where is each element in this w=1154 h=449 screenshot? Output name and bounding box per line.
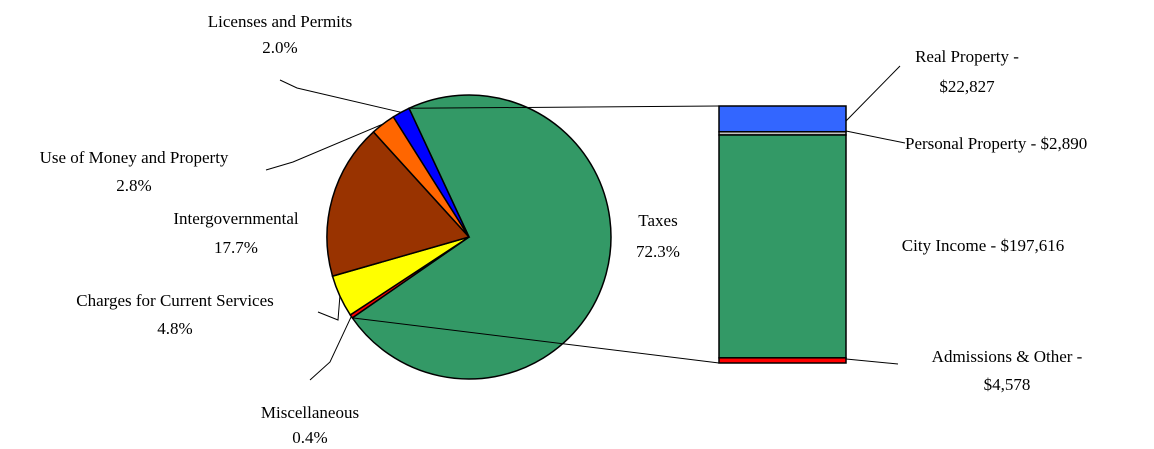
- pie-label-charges-for-current-services: Charges for Current Services: [76, 291, 274, 310]
- pie-pct-intergovernmental: 17.7%: [214, 238, 258, 257]
- bar-segment-city-income-197-616: [718, 134, 847, 359]
- bar-label-admissions-other-4-578-line1: Admissions & Other -: [932, 347, 1083, 366]
- pie-pct-miscellaneous: 0.4%: [292, 428, 327, 447]
- bar-leader-real-property-22-827: [845, 65, 901, 122]
- pie-label-taxes: Taxes: [638, 211, 677, 230]
- pie-label-licenses-and-permits: Licenses and Permits: [208, 12, 352, 31]
- bar-leader-personal-property-2-890: [845, 130, 906, 144]
- pie-leader-use-of-money-and-property: [265, 123, 384, 171]
- pie-label-miscellaneous: Miscellaneous: [261, 403, 359, 422]
- connector-bottom: [352, 317, 720, 364]
- connector-top: [408, 105, 720, 109]
- bar-label-personal-property-2-890: Personal Property - $2,890: [905, 134, 1087, 153]
- bar-leader-admissions-other-4-578: [845, 358, 899, 365]
- pie-slice-intergovernmental: [326, 130, 471, 278]
- bar-label-real-property-22-827-line1: Real Property -: [915, 47, 1019, 66]
- pie-slice-taxes: [351, 94, 612, 380]
- bar-label-real-property-22-827-line2: $22,827: [939, 77, 995, 96]
- pie-label-use-of-money-and-property: Use of Money and Property: [40, 148, 229, 167]
- pie-pct-taxes: 72.3%: [636, 242, 680, 261]
- pie-pct-use-of-money-and-property: 2.8%: [116, 176, 151, 195]
- pie-pct-charges-for-current-services: 4.8%: [157, 319, 192, 338]
- pie-leader-miscellaneous: [309, 316, 352, 381]
- pie-slice-licenses-and-permits: [392, 107, 470, 238]
- pie-label-intergovernmental: Intergovernmental: [173, 209, 299, 228]
- bar-label-admissions-other-4-578-line2: $4,578: [984, 375, 1031, 394]
- bar-segment-admissions-other-4-578: [718, 357, 847, 364]
- pie-leader-charges-for-current-services: [317, 296, 341, 321]
- pie-pct-licenses-and-permits: 2.0%: [262, 38, 297, 57]
- bar-label-city-income-197-616: City Income - $197,616: [902, 236, 1064, 255]
- pie-leader-licenses-and-permits: [279, 79, 402, 113]
- bar-segment-real-property-22-827: [718, 105, 847, 133]
